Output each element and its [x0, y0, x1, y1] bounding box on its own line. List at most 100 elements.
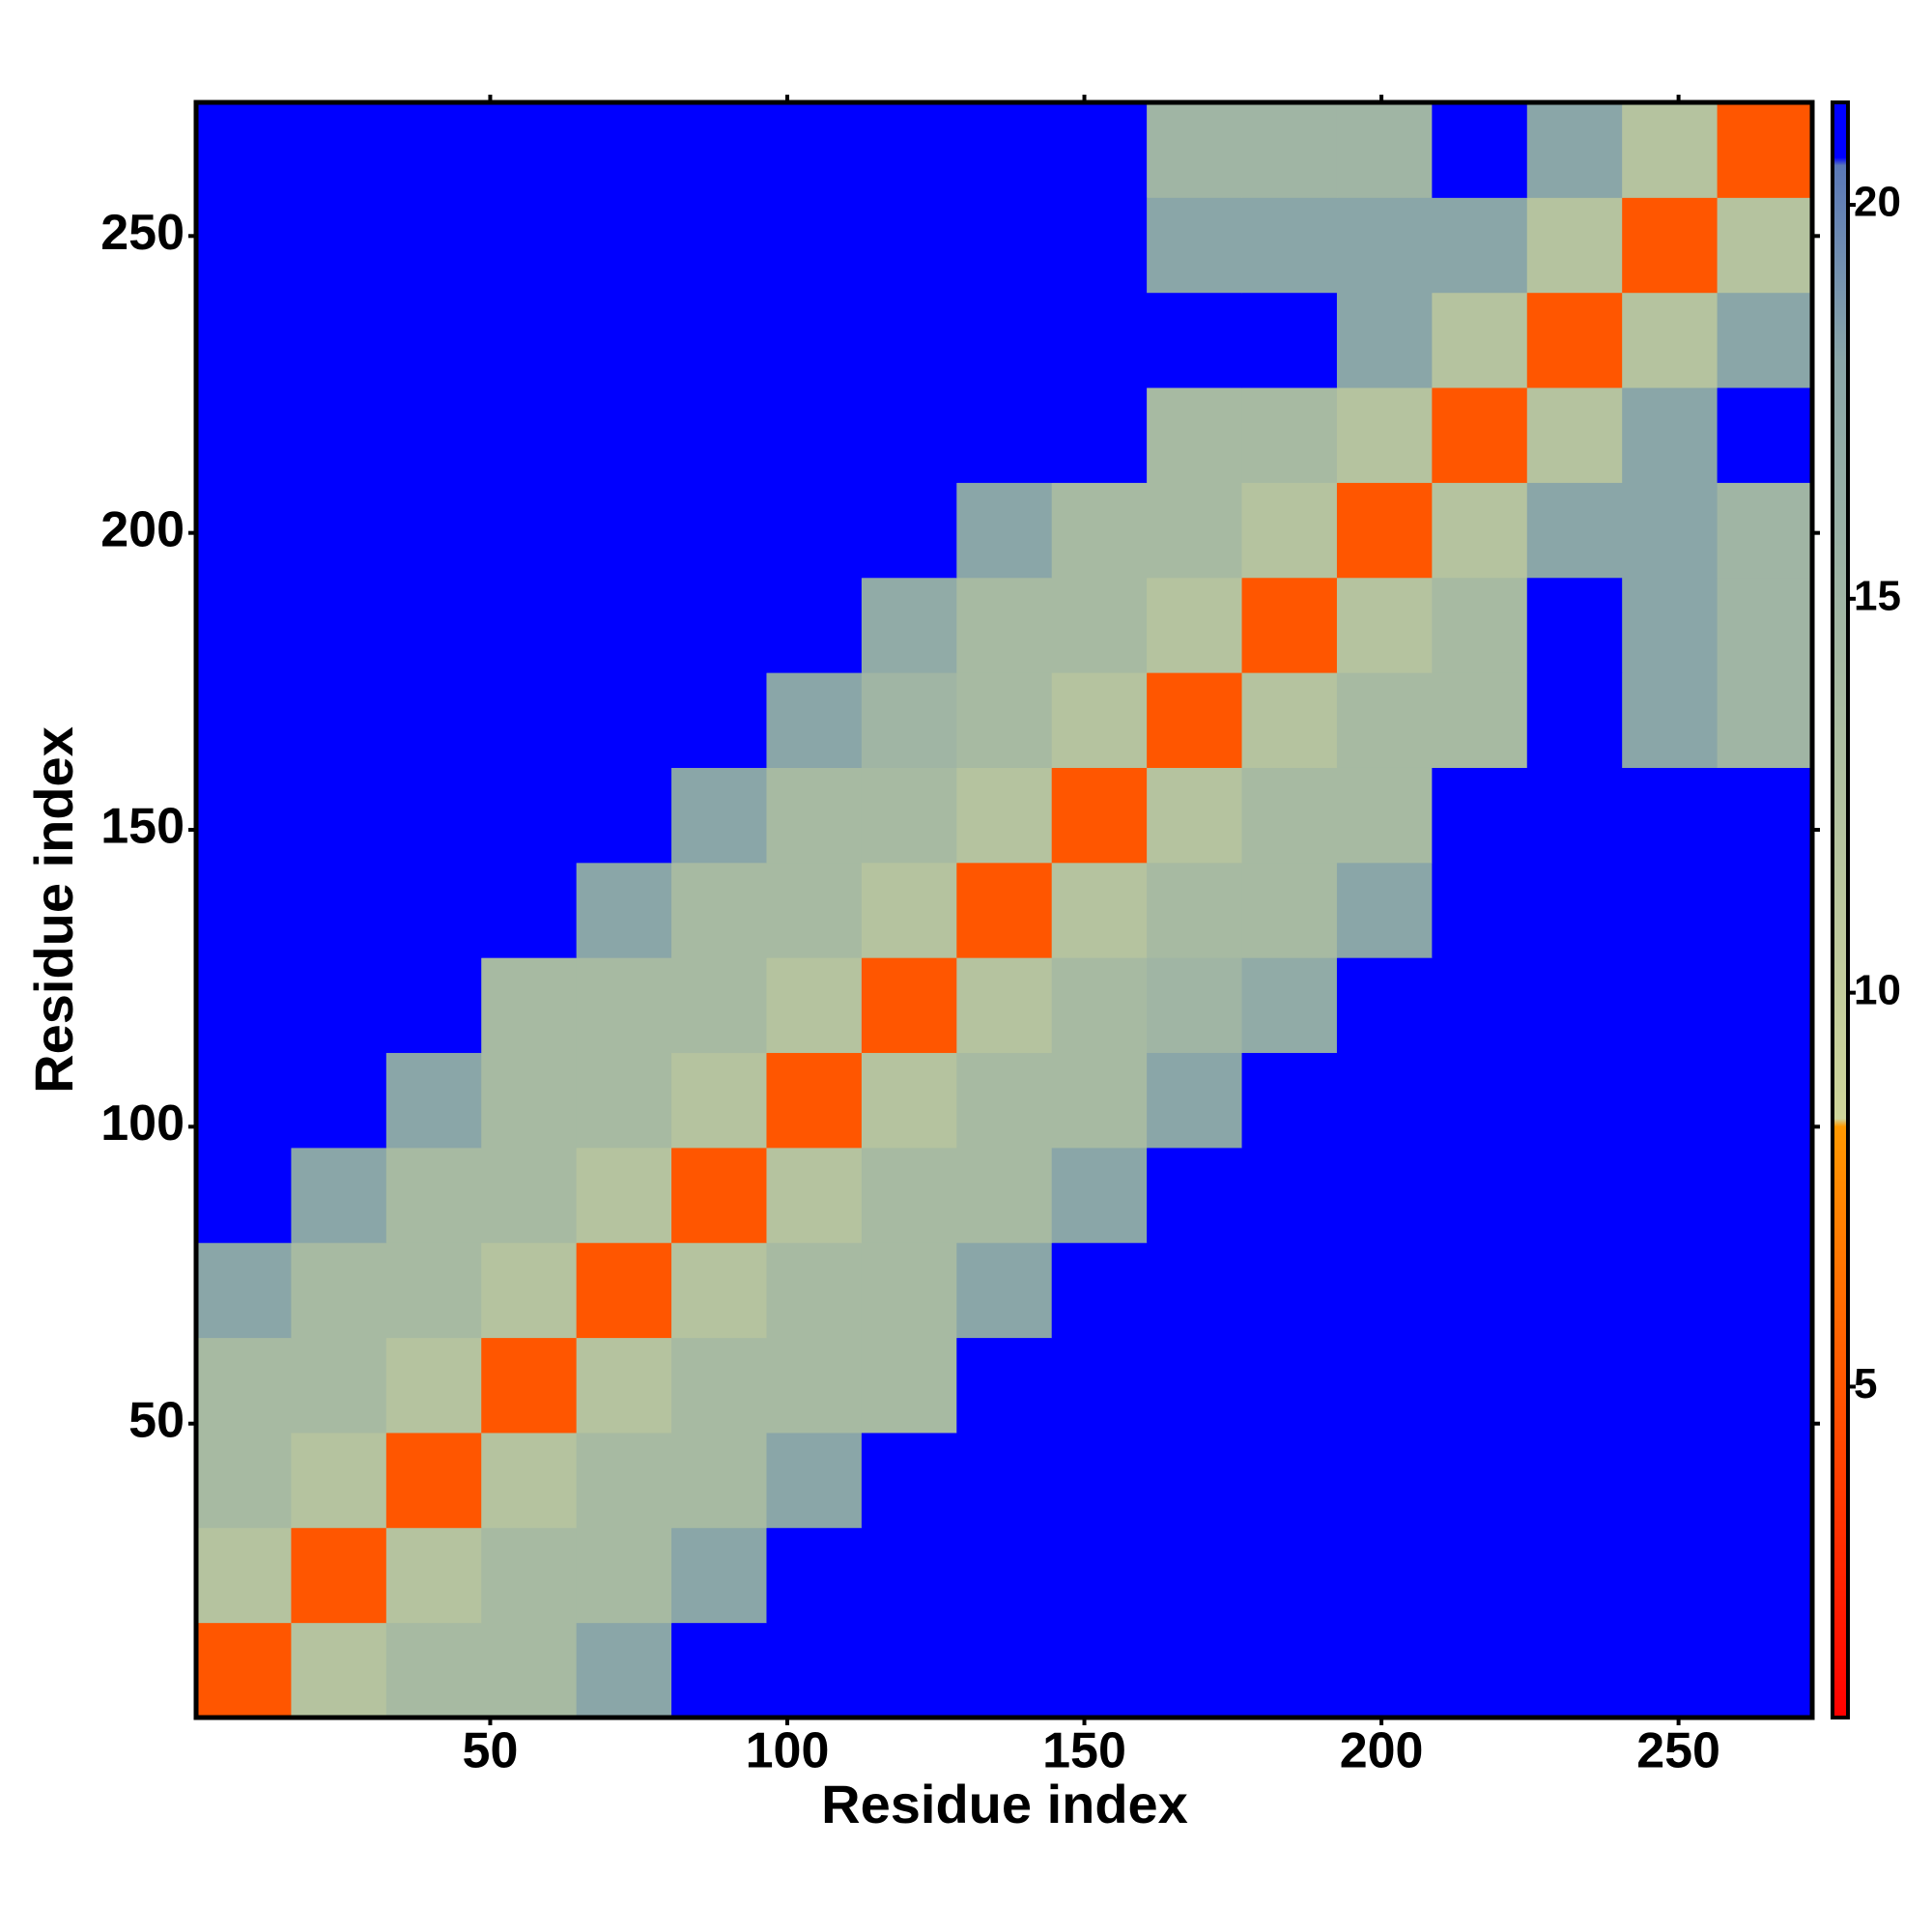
heatmap-cell	[1622, 1337, 1719, 1434]
heatmap-cell	[1336, 957, 1433, 1054]
heatmap-cell	[671, 577, 767, 673]
heatmap-cell	[385, 957, 482, 1054]
heatmap-cell	[766, 1242, 863, 1339]
heatmap-cell	[576, 672, 672, 768]
heatmap-cell	[766, 672, 863, 768]
heatmap-cell	[481, 1052, 578, 1149]
heatmap-cell	[956, 957, 1053, 1054]
heatmap-cell	[1717, 387, 1813, 483]
heatmap-cell	[1432, 1622, 1528, 1719]
heatmap-cell	[196, 1432, 292, 1528]
heatmap-cell	[1147, 197, 1243, 294]
heatmap-cell	[1336, 767, 1433, 864]
heatmap-cell	[1336, 387, 1433, 483]
heatmap-cell	[671, 1147, 767, 1243]
heatmap-cell	[1147, 1527, 1243, 1624]
heatmap-cell	[766, 1337, 863, 1434]
heatmap-cell	[1717, 1337, 1813, 1434]
heatmap-cell	[1147, 672, 1243, 768]
heatmap-cell	[1241, 1147, 1338, 1243]
heatmap-cell	[196, 387, 292, 483]
heatmap-cell	[385, 387, 482, 483]
heatmap-cell	[1622, 957, 1719, 1054]
heatmap-cell	[1622, 862, 1719, 958]
heatmap-cell	[861, 292, 957, 388]
heatmap-cell	[1241, 1527, 1338, 1624]
heatmap-cell	[196, 1527, 292, 1624]
heatmap-cell	[956, 197, 1053, 294]
heatmap-cell	[1336, 1622, 1433, 1719]
colorbar	[1831, 100, 1850, 1719]
heatmap-cell	[1336, 1242, 1433, 1339]
heatmap-cell	[1241, 957, 1338, 1054]
heatmap-cell	[1717, 1527, 1813, 1624]
heatmap-cell	[481, 1527, 578, 1624]
heatmap-cell	[1336, 1052, 1433, 1149]
heatmap-cell	[291, 1527, 387, 1624]
heatmap-cell	[576, 387, 672, 483]
heatmap-cell	[196, 672, 292, 768]
heatmap-cell	[766, 957, 863, 1054]
heatmap-cell	[1526, 102, 1623, 198]
heatmap-cell	[291, 957, 387, 1054]
heatmap-cell	[1432, 957, 1528, 1054]
heatmap-cell	[1622, 672, 1719, 768]
heatmap-cell	[1241, 1242, 1338, 1339]
heatmap-cell	[481, 292, 578, 388]
heatmap-cell	[291, 197, 387, 294]
heatmap-cell	[1432, 1432, 1528, 1528]
heatmap-cell	[1147, 387, 1243, 483]
heatmap-cell	[671, 387, 767, 483]
heatmap-cell	[481, 957, 578, 1054]
heatmap-cell	[1622, 1242, 1719, 1339]
heatmap-cell	[671, 1337, 767, 1434]
heatmap-cell	[1526, 577, 1623, 673]
heatmap-cell	[1147, 292, 1243, 388]
heatmap-cell	[385, 482, 482, 579]
heatmap-cell	[1526, 482, 1623, 579]
heatmap-cell	[1717, 1622, 1813, 1719]
heatmap-cell	[861, 672, 957, 768]
heatmap-cell	[1717, 577, 1813, 673]
heatmap-cell	[1432, 197, 1528, 294]
heatmap-cell	[1051, 1242, 1148, 1339]
heatmap-cell	[291, 1337, 387, 1434]
heatmap-cell	[1622, 1432, 1719, 1528]
heatmap-cell	[766, 292, 863, 388]
heatmap-cell	[576, 1432, 672, 1528]
x-tick-label: 150	[1042, 1723, 1126, 1779]
heatmap-cell	[481, 102, 578, 198]
heatmap-cell	[861, 1242, 957, 1339]
heatmap-cell	[481, 482, 578, 579]
heatmap-cell	[481, 1622, 578, 1719]
heatmap-cell	[861, 1432, 957, 1528]
heatmap-cell	[1432, 1337, 1528, 1434]
heatmap-cell	[1336, 197, 1433, 294]
heatmap-cell	[1526, 1527, 1623, 1624]
y-tick-label: 150	[100, 799, 185, 855]
heatmap-cell	[385, 1052, 482, 1149]
heatmap-cell	[1241, 862, 1338, 958]
heatmap-cell	[861, 197, 957, 294]
heatmap-cell	[481, 1432, 578, 1528]
heatmap-cell	[481, 862, 578, 958]
heatmap-cell	[861, 577, 957, 673]
heatmap-cell	[576, 862, 672, 958]
heatmap-cell	[291, 1432, 387, 1528]
heatmap-cell	[1147, 862, 1243, 958]
y-axis-label: Residue index	[23, 726, 84, 1094]
x-tick-label: 100	[746, 1723, 830, 1779]
heatmap-cell	[1526, 292, 1623, 388]
heatmap-cell	[196, 1147, 292, 1243]
heatmap-cell	[861, 957, 957, 1054]
heatmap-cell	[291, 482, 387, 579]
heatmap-cell	[1622, 1147, 1719, 1243]
heatmap-cell	[481, 577, 578, 673]
heatmap-cell	[766, 102, 863, 198]
heatmap-cell	[671, 1527, 767, 1624]
heatmap-cell	[196, 862, 292, 958]
heatmap-cell	[1051, 292, 1148, 388]
heatmap-cell	[1622, 197, 1719, 294]
heatmap-cell	[576, 197, 672, 294]
heatmap-cell	[1336, 1147, 1433, 1243]
